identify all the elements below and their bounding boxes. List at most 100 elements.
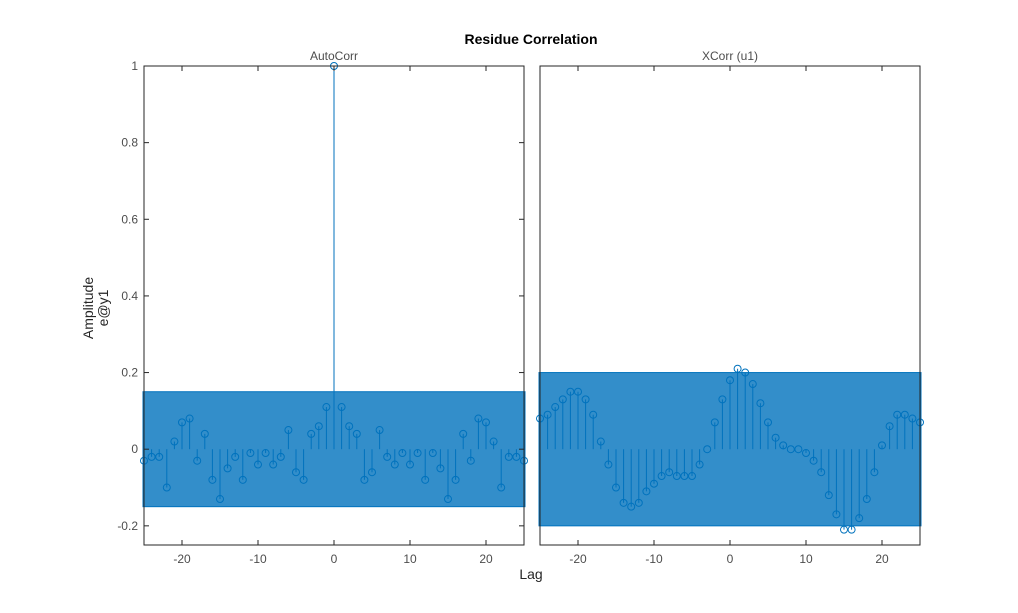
stem-marker [665, 468, 674, 477]
stem-marker [779, 441, 788, 450]
stem-marker [824, 491, 833, 500]
stem-marker [870, 468, 879, 477]
stem-marker [451, 475, 460, 484]
stem-marker [276, 452, 285, 461]
stem-marker [337, 403, 346, 412]
stem-marker [574, 387, 582, 396]
x-tick-label: 10 [403, 552, 417, 566]
x-tick-label: 20 [875, 552, 889, 566]
autocorr-panel-title: AutoCorr [310, 49, 358, 63]
stem-marker [406, 460, 414, 469]
stem-marker [885, 422, 894, 431]
stem-marker [771, 433, 780, 442]
stem-marker [756, 399, 765, 408]
stem-marker [878, 441, 886, 450]
stem-marker [254, 460, 262, 469]
stem-marker [908, 414, 917, 423]
stem-marker [893, 410, 902, 419]
stem-marker [261, 449, 270, 458]
stem-marker [672, 472, 681, 481]
xcorr-panel: XCorr (u1) -20 -10 0 10 20 [536, 49, 924, 566]
x-tick-label: 20 [479, 552, 493, 566]
stem-marker [489, 437, 498, 446]
xcorr-panel-title: XCorr (u1) [702, 49, 758, 63]
stem-marker [589, 410, 598, 419]
stem-marker [741, 368, 750, 377]
stem-marker [551, 403, 560, 412]
stem-marker [657, 472, 666, 481]
stem-marker [832, 510, 841, 519]
stem-marker [474, 414, 483, 423]
stem-marker [368, 468, 376, 477]
autocorr-panel: AutoCorr -20 -10 0 10 20 -0.2 0 0.2 0.4 0.6 0.8 1 [117, 49, 528, 566]
stem-marker [162, 483, 171, 492]
stem-marker [604, 460, 613, 469]
stem-marker [802, 449, 810, 458]
stem-marker [314, 422, 323, 431]
stem-marker [193, 456, 202, 465]
stem-marker [246, 449, 255, 458]
stem-marker [840, 525, 848, 534]
y-axis-label: Amplitude [80, 277, 96, 339]
stem-marker [322, 403, 331, 412]
stem-marker [817, 468, 826, 477]
stem-marker [794, 445, 803, 454]
stem-marker [642, 487, 651, 496]
y-axis-channel-label: e@y1 [95, 289, 111, 326]
y-tick-label: 0.8 [121, 136, 138, 150]
y-tick-label: 1 [131, 59, 138, 73]
stem-marker [383, 452, 392, 461]
stem-marker [482, 418, 490, 427]
figure-title: Residue Correlation [464, 31, 597, 47]
y-tick-label: 0.4 [121, 289, 138, 303]
stem-marker [223, 464, 232, 473]
stem-marker [398, 449, 407, 458]
stem-marker [413, 449, 422, 458]
stem-marker [703, 445, 712, 454]
stem-marker [208, 475, 217, 484]
stem-marker [390, 460, 399, 469]
stem-marker [269, 460, 278, 469]
y-tick-label: -0.2 [117, 519, 138, 533]
stem-marker [543, 410, 552, 419]
stem-marker [352, 429, 361, 438]
stem-marker [847, 525, 856, 534]
stem-marker [650, 479, 658, 488]
y-tick-label: 0.6 [121, 212, 138, 226]
x-tick-label: -10 [645, 552, 663, 566]
stem-marker [764, 418, 772, 427]
stem-marker [627, 502, 636, 511]
x-tick-label: 0 [727, 552, 734, 566]
stem-marker [512, 452, 521, 461]
x-axis-label: Lag [519, 566, 542, 582]
stem-marker [428, 449, 437, 458]
stem-marker [459, 429, 468, 438]
stem-marker [155, 452, 164, 461]
stem-marker [444, 495, 452, 504]
stem-marker [292, 468, 300, 477]
stem-marker [558, 395, 567, 404]
stem-marker [307, 429, 316, 438]
stem-marker [855, 514, 864, 523]
stem-marker [360, 475, 369, 484]
x-tick-label: 0 [331, 552, 338, 566]
stem-marker [299, 475, 308, 484]
y-axis-label-group: Amplitude e@y1 [80, 277, 111, 339]
stem-marker [809, 456, 818, 465]
stem-marker [612, 483, 620, 492]
y-tick-label: 0.2 [121, 366, 138, 380]
x-tick-label: -20 [173, 552, 191, 566]
stem-marker [619, 498, 628, 507]
stem-marker [581, 395, 590, 404]
x-tick-label: 10 [799, 552, 813, 566]
stem-marker [733, 364, 742, 373]
stem-marker [284, 426, 293, 435]
stem-marker [688, 472, 696, 481]
stem-marker [748, 380, 757, 389]
x-tick-label: -10 [249, 552, 267, 566]
stem-marker [231, 452, 240, 461]
stem-marker [862, 495, 871, 504]
stem-marker [596, 437, 605, 446]
stem-marker [345, 422, 354, 431]
stem-marker [680, 472, 689, 481]
